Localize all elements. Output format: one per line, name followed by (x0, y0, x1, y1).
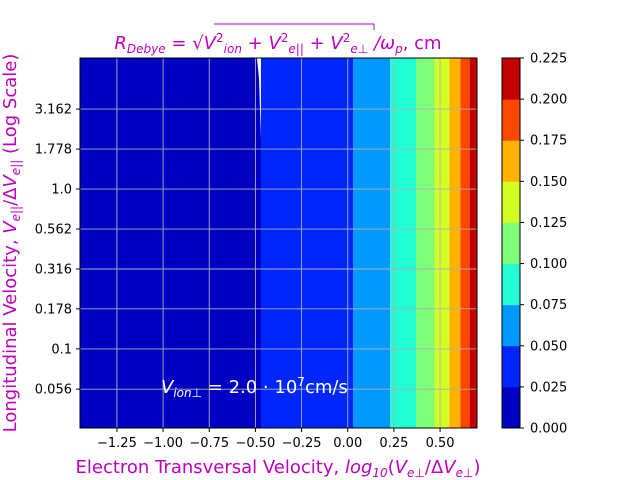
colorbar-segment (502, 140, 520, 182)
y-tick-label: 0.056 (35, 383, 72, 398)
x-tick-label: −0.75 (189, 436, 229, 451)
contour-band (434, 58, 450, 428)
contour-band (80, 58, 266, 428)
colorbar-tick-label: 0.200 (530, 93, 567, 108)
colorbar-frame (501, 57, 521, 429)
y-axis: 0.056 0.1 0.178 0.316 0.562 1.0 1.778 3.162 (35, 103, 80, 398)
colorbar-segment (502, 263, 520, 306)
x-axis-title: Electron Transversal Velocity, log10(Ve⊥… (76, 457, 481, 480)
x-tick-label: 0.25 (379, 436, 408, 451)
colorbar-segment (502, 386, 520, 429)
colorbar-tick-label: 0.075 (530, 298, 567, 313)
x-tick-label: −1.25 (97, 436, 137, 451)
colorbar-tick-label: 0.050 (530, 339, 567, 354)
x-tick-label: 0.50 (426, 436, 455, 451)
colorbar-tick-label: 0.125 (530, 216, 567, 231)
colorbar-tick-label: 0.175 (530, 134, 567, 149)
colorbar-tick-label: 0.150 (530, 175, 567, 190)
y-tick-label: 3.162 (35, 103, 72, 118)
x-tick-label: 0.00 (333, 436, 362, 451)
contour-band (416, 58, 435, 428)
chart-title: RDebye = √V2ion + V2e|| + V2e⊥ /ωp, cm (114, 31, 441, 56)
x-tick-label: −0.50 (235, 436, 275, 451)
colorbar-tick-label: 0.100 (530, 257, 567, 272)
plot-frame (79, 57, 478, 429)
title-radical-bar (214, 23, 375, 30)
y-axis-title: Longitudinal Velocity, Ve||/ΔVe|| (Log S… (0, 54, 23, 433)
colorbar-tick-label: 0.225 (530, 52, 567, 67)
colorbar-tick-label: 0.000 (530, 422, 567, 437)
velocity-annotation: Vion⊥ = 2.0 · 107cm/s (161, 375, 348, 400)
colorbar-segment (502, 222, 520, 265)
colorbar: 0.000 0.025 0.050 0.075 0.100 0.125 0.150 0.175… (501, 52, 567, 437)
contour-band (460, 58, 470, 428)
x-tick-label: −0.25 (282, 436, 322, 451)
colorbar-segment (502, 345, 520, 388)
y-tick-label: 0.316 (35, 263, 72, 278)
contour-bands (80, 58, 477, 428)
contour-band (260, 58, 354, 428)
colorbar-tick-label: 0.025 (530, 380, 567, 395)
colorbar-segment (502, 304, 520, 347)
x-tick-label: −1.00 (143, 436, 183, 451)
contour-band (390, 58, 417, 428)
colorbar-segment (502, 58, 520, 100)
contour-band (449, 58, 461, 428)
y-tick-label: 0.1 (51, 342, 72, 357)
contour-band (469, 58, 477, 428)
x-axis: −1.25 −1.00 −0.75 −0.50 −0.25 0.00 0.25 0.50 (97, 428, 455, 451)
grid-lines (80, 58, 477, 428)
y-tick-label: 1.0 (51, 183, 72, 198)
contour-band (353, 58, 391, 428)
y-tick-label: 0.178 (35, 302, 72, 317)
y-tick-label: 0.562 (35, 223, 72, 238)
y-tick-label: 1.778 (35, 143, 72, 158)
colorbar-segment (502, 181, 520, 223)
colorbar-segment (502, 99, 520, 141)
